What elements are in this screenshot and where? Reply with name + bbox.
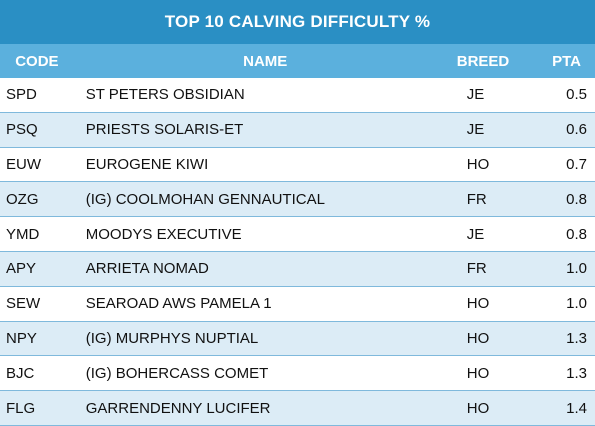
cell-breed: HO	[456, 355, 517, 392]
cell-code: SEW	[0, 286, 74, 322]
column-header-breed: BREED	[456, 44, 517, 78]
cell-pta: 0.6	[516, 112, 595, 148]
cell-code: PSQ	[0, 112, 74, 148]
cell-name: SEAROAD AWS PAMELA 1	[73, 286, 457, 322]
cell-code: SPD	[0, 78, 74, 113]
cell-breed: HO	[456, 321, 517, 357]
table-row: NPY (IG) MURPHYS NUPTIAL HO 1.3	[0, 321, 595, 357]
cell-name: (IG) MURPHYS NUPTIAL	[73, 321, 457, 357]
cell-name: (IG) BOHERCASS COMET	[73, 355, 457, 392]
cell-breed: HO	[456, 286, 517, 322]
table-row: EUW EUROGENE KIWI HO 0.7	[0, 147, 595, 183]
cell-breed: FR	[456, 181, 517, 218]
column-header-name: NAME	[73, 44, 457, 78]
table-row: SEW SEAROAD AWS PAMELA 1 HO 1.0	[0, 286, 595, 322]
table-row: SPD ST PETERS OBSIDIAN JE 0.5	[0, 78, 595, 113]
cell-name: EUROGENE KIWI	[73, 147, 457, 183]
table-row: BJC (IG) BOHERCASS COMET HO 1.3	[0, 355, 595, 392]
cell-pta: 1.3	[516, 355, 595, 392]
cell-code: BJC	[0, 355, 74, 392]
cell-name: (IG) COOLMOHAN GENNAUTICAL	[73, 181, 457, 218]
table-title: TOP 10 CALVING DIFFICULTY %	[0, 0, 595, 44]
cell-pta: 1.4	[516, 390, 595, 426]
cell-code: OZG	[0, 181, 74, 218]
cell-code: EUW	[0, 147, 74, 183]
cell-name: PRIESTS SOLARIS-ET	[73, 112, 457, 148]
table-row: YMD MOODYS EXECUTIVE JE 0.8	[0, 216, 595, 252]
cell-pta: 1.3	[516, 321, 595, 357]
cell-pta: 0.8	[516, 216, 595, 252]
cell-pta: 0.8	[516, 181, 595, 218]
cell-name: MOODYS EXECUTIVE	[73, 216, 457, 252]
cell-pta: 0.7	[516, 147, 595, 183]
cell-breed: HO	[456, 390, 517, 426]
cell-code: NPY	[0, 321, 74, 357]
cell-breed: JE	[456, 216, 517, 252]
cell-pta: 0.5	[516, 78, 595, 113]
cell-breed: FR	[456, 251, 517, 287]
header-row: CODE NAME BREED PTA	[0, 44, 595, 78]
cell-pta: 1.0	[516, 286, 595, 322]
cell-pta: 1.0	[516, 251, 595, 287]
cell-name: GARRENDENNY LUCIFER	[73, 390, 457, 426]
column-header-code: CODE	[0, 44, 74, 78]
cell-code: FLG	[0, 390, 74, 426]
cell-breed: HO	[456, 147, 517, 183]
cell-breed: JE	[456, 112, 517, 148]
table-row: OZG (IG) COOLMOHAN GENNAUTICAL FR 0.8	[0, 181, 595, 218]
cell-code: YMD	[0, 216, 74, 252]
calving-difficulty-table: CODE NAME BREED PTA SPD ST PETERS OBSIDI…	[0, 44, 595, 426]
cell-breed: JE	[456, 78, 517, 113]
table-row: APY ARRIETA NOMAD FR 1.0	[0, 251, 595, 287]
table-row: PSQ PRIESTS SOLARIS-ET JE 0.6	[0, 112, 595, 148]
table-row: FLG GARRENDENNY LUCIFER HO 1.4	[0, 390, 595, 426]
cell-name: ST PETERS OBSIDIAN	[73, 78, 457, 113]
cell-code: APY	[0, 251, 74, 287]
cell-name: ARRIETA NOMAD	[73, 251, 457, 287]
column-header-pta: PTA	[516, 44, 595, 78]
